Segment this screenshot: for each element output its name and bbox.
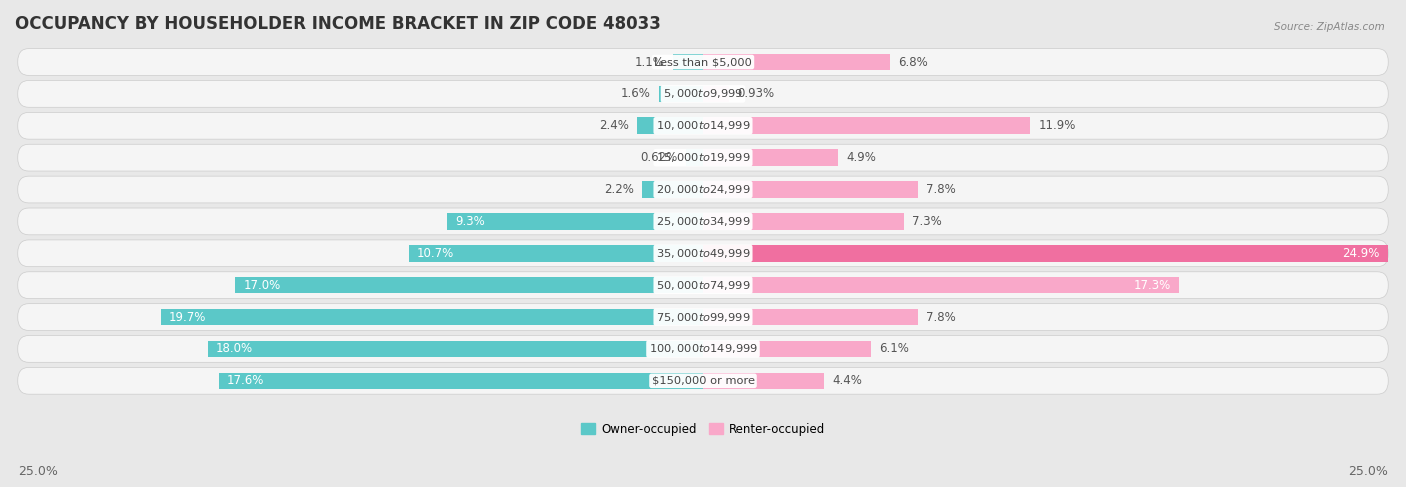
Text: 9.3%: 9.3% (456, 215, 485, 228)
Text: OCCUPANCY BY HOUSEHOLDER INCOME BRACKET IN ZIP CODE 48033: OCCUPANCY BY HOUSEHOLDER INCOME BRACKET … (15, 15, 661, 33)
Text: 25.0%: 25.0% (18, 465, 58, 478)
Bar (643, 181, 703, 198)
Text: $10,000 to $14,999: $10,000 to $14,999 (655, 119, 751, 132)
Bar (703, 373, 824, 389)
Text: 2.2%: 2.2% (605, 183, 634, 196)
Text: 6.1%: 6.1% (879, 342, 910, 356)
Text: 25.0%: 25.0% (1348, 465, 1388, 478)
Bar (703, 54, 890, 70)
Text: 18.0%: 18.0% (217, 342, 253, 356)
Text: 0.93%: 0.93% (737, 87, 773, 100)
Text: $100,000 to $149,999: $100,000 to $149,999 (648, 342, 758, 356)
Text: 4.9%: 4.9% (846, 151, 876, 164)
FancyBboxPatch shape (18, 367, 1388, 394)
FancyBboxPatch shape (18, 176, 1388, 203)
Legend: Owner-occupied, Renter-occupied: Owner-occupied, Renter-occupied (576, 418, 830, 440)
Text: Source: ZipAtlas.com: Source: ZipAtlas.com (1274, 22, 1385, 32)
Text: 1.1%: 1.1% (634, 56, 665, 69)
Bar (703, 277, 1180, 294)
Bar (703, 150, 838, 166)
Bar (703, 340, 870, 357)
Text: $75,000 to $99,999: $75,000 to $99,999 (655, 311, 751, 323)
Text: $150,000 or more: $150,000 or more (651, 376, 755, 386)
Bar (160, 309, 703, 325)
FancyBboxPatch shape (18, 240, 1388, 267)
FancyBboxPatch shape (18, 304, 1388, 331)
Bar (703, 181, 918, 198)
Text: 24.9%: 24.9% (1343, 247, 1381, 260)
Text: $35,000 to $49,999: $35,000 to $49,999 (655, 247, 751, 260)
Text: $20,000 to $24,999: $20,000 to $24,999 (655, 183, 751, 196)
Text: 6.8%: 6.8% (898, 56, 928, 69)
Text: 7.3%: 7.3% (912, 215, 942, 228)
Text: $15,000 to $19,999: $15,000 to $19,999 (655, 151, 751, 164)
FancyBboxPatch shape (18, 208, 1388, 235)
FancyBboxPatch shape (18, 49, 1388, 75)
Bar (703, 117, 1031, 134)
Text: Less than $5,000: Less than $5,000 (654, 57, 752, 67)
Text: $5,000 to $9,999: $5,000 to $9,999 (664, 87, 742, 100)
Text: 2.4%: 2.4% (599, 119, 628, 132)
FancyBboxPatch shape (18, 144, 1388, 171)
Bar (235, 277, 703, 294)
Text: 19.7%: 19.7% (169, 311, 207, 323)
FancyBboxPatch shape (18, 336, 1388, 362)
FancyBboxPatch shape (18, 272, 1388, 299)
Text: $25,000 to $34,999: $25,000 to $34,999 (655, 215, 751, 228)
Text: 17.3%: 17.3% (1133, 279, 1171, 292)
Text: $50,000 to $74,999: $50,000 to $74,999 (655, 279, 751, 292)
Bar (637, 117, 703, 134)
FancyBboxPatch shape (18, 112, 1388, 139)
Text: 1.6%: 1.6% (621, 87, 651, 100)
Bar (686, 150, 703, 166)
Text: 7.8%: 7.8% (927, 183, 956, 196)
Bar (703, 245, 1388, 262)
Text: 10.7%: 10.7% (416, 247, 454, 260)
Bar (703, 309, 918, 325)
Text: 4.4%: 4.4% (832, 375, 862, 387)
Bar (208, 340, 703, 357)
Text: 17.6%: 17.6% (226, 375, 264, 387)
Bar (659, 86, 703, 102)
FancyBboxPatch shape (18, 80, 1388, 107)
Text: 7.8%: 7.8% (927, 311, 956, 323)
Bar (703, 213, 904, 230)
Bar (409, 245, 703, 262)
Bar (672, 54, 703, 70)
Text: 17.0%: 17.0% (243, 279, 281, 292)
Bar (703, 86, 728, 102)
Bar (219, 373, 703, 389)
Text: 11.9%: 11.9% (1039, 119, 1076, 132)
Text: 0.62%: 0.62% (640, 151, 678, 164)
Bar (447, 213, 703, 230)
